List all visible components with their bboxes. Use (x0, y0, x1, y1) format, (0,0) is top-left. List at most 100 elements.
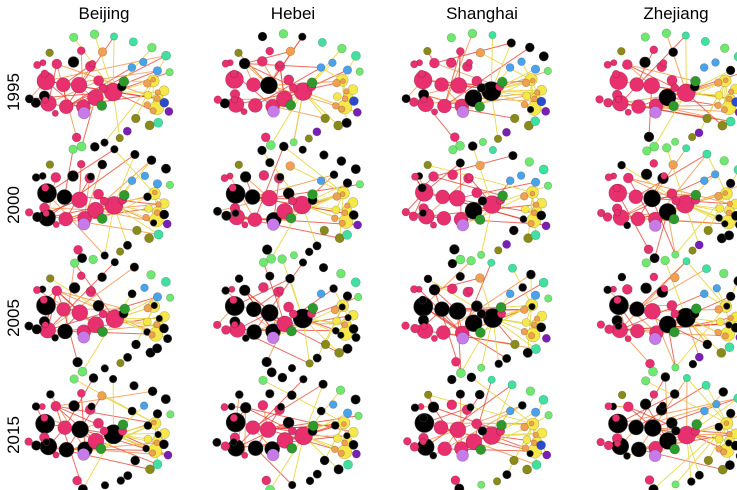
network-node (265, 140, 276, 151)
network-node (719, 156, 729, 166)
network-edge (270, 204, 303, 259)
network-node (287, 364, 296, 373)
network-node (143, 434, 153, 444)
network-node (143, 421, 153, 430)
network-node (146, 270, 156, 280)
network-node (88, 59, 97, 68)
network-node (245, 420, 261, 435)
network-edge (325, 305, 344, 345)
network-node (411, 172, 420, 181)
network-edge (244, 407, 247, 456)
network-node (143, 79, 152, 88)
network-node (699, 63, 709, 72)
network-node (534, 89, 541, 96)
network-node (220, 174, 229, 183)
network-node (130, 150, 140, 160)
network-node (123, 240, 132, 250)
network-node (149, 449, 157, 457)
network-node (701, 264, 711, 274)
network-node (507, 380, 517, 390)
network-node (733, 165, 737, 175)
network-edge (473, 97, 542, 103)
network-node (530, 177, 541, 187)
network-node (261, 304, 279, 322)
network-node (538, 164, 549, 175)
network-node (276, 60, 284, 68)
network-node (533, 315, 541, 322)
network-node (612, 184, 621, 193)
network-node (213, 320, 222, 330)
network-node (279, 141, 289, 152)
network-node (161, 50, 171, 61)
network-node (691, 419, 703, 430)
network-node (39, 295, 48, 304)
network-edge (651, 148, 687, 199)
network-node (266, 448, 280, 462)
network-node (542, 333, 551, 343)
network-node (298, 32, 307, 41)
network-node (101, 481, 110, 490)
network-node (531, 209, 538, 217)
network-node (694, 240, 704, 250)
network-node (266, 253, 277, 264)
network-node (494, 359, 503, 368)
network-node (455, 158, 465, 168)
network-node (423, 160, 432, 170)
network-node (265, 389, 275, 399)
network-node (671, 137, 680, 146)
network-node (488, 146, 497, 155)
network-node (536, 210, 547, 221)
network-node (670, 309, 680, 319)
network-node (100, 138, 109, 147)
network-node (670, 83, 680, 93)
network-node (153, 321, 161, 329)
network-node (519, 215, 528, 223)
network-node (516, 171, 526, 180)
network-node (424, 390, 433, 399)
network-node (285, 212, 297, 224)
network-node (155, 314, 163, 322)
network-node (603, 97, 613, 108)
network-node (244, 189, 261, 205)
network-node (260, 189, 278, 207)
network-node (611, 69, 621, 79)
network-node (408, 211, 419, 222)
network-node (265, 158, 275, 168)
network-node (614, 322, 623, 330)
network-node (714, 305, 723, 314)
network-node (283, 301, 294, 313)
network-node (613, 209, 622, 217)
network-node (71, 420, 89, 439)
network-node (671, 480, 680, 489)
network-node (520, 422, 529, 432)
network-node (31, 440, 42, 451)
network-node (148, 331, 156, 339)
network-node (163, 450, 173, 460)
network-node (256, 56, 268, 67)
network-node (143, 192, 152, 202)
network-node (725, 65, 736, 75)
network-node (477, 250, 486, 259)
network-node (488, 31, 497, 40)
network-node (538, 277, 549, 288)
network-node (287, 390, 297, 400)
network-node (344, 202, 351, 209)
network-node (96, 213, 108, 224)
network-node (258, 257, 269, 268)
network-node (96, 100, 108, 111)
network-node (286, 442, 298, 454)
network-edge (135, 306, 155, 345)
network-node (700, 406, 709, 416)
network-node (162, 219, 172, 229)
network-node (77, 271, 86, 281)
network-node (530, 64, 541, 74)
column-title-1: Beijing (78, 4, 130, 23)
network-node (475, 389, 485, 400)
network-node (506, 38, 516, 48)
network-panel-r3-c3 (401, 256, 553, 378)
network-node (519, 192, 529, 201)
network-node (455, 271, 465, 281)
network-node (643, 77, 661, 94)
network-node (640, 168, 653, 180)
